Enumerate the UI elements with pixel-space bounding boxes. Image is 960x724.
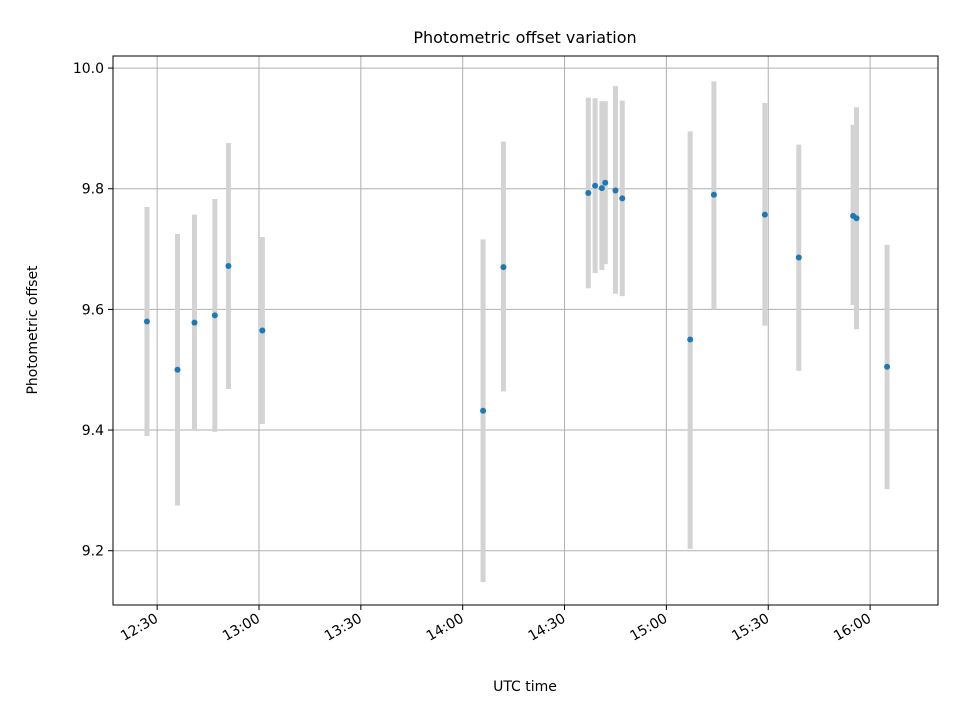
y-tick-label: 9.2 [82,544,104,560]
data-point [174,366,181,373]
data-point [619,195,626,202]
data-point [710,191,717,198]
data-points [143,179,891,414]
y-tick-label: 10.0 [73,61,104,77]
data-point [602,179,609,186]
data-point [795,254,802,261]
data-point [211,312,218,319]
grid [113,56,938,605]
data-point [853,215,860,222]
y-tick-label: 9.6 [82,302,104,318]
y-axis-label: Photometric offset [25,265,41,395]
y-tick-label: 9.4 [82,423,104,439]
plot-frame [112,55,939,606]
data-point [585,189,592,196]
data-point [480,407,487,414]
data-point [259,327,266,334]
data-point [884,363,891,370]
data-point [761,211,768,218]
data-point [500,264,507,271]
data-point [612,187,619,194]
data-point [225,262,232,269]
chart-title: Photometric offset variation [413,28,636,47]
data-point [687,336,694,343]
y-tick-label: 9.8 [82,182,104,198]
y-axis-ticks: 9.2 9.4 9.6 9.8 10.0 [73,61,113,560]
x-axis-label: UTC time [493,679,557,695]
data-point [191,319,198,326]
data-point [598,185,605,192]
data-point [592,182,599,189]
data-point [143,318,150,325]
